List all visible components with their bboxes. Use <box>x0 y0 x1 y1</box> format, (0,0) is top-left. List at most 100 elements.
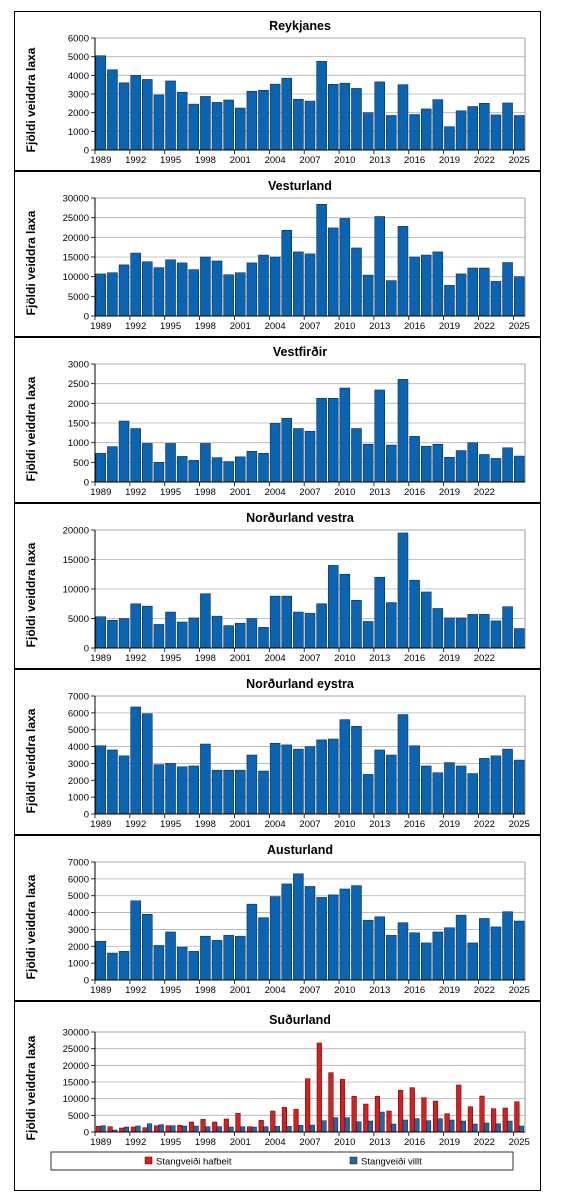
bar <box>479 918 490 981</box>
bar <box>293 611 304 649</box>
bar <box>397 532 409 649</box>
chart-vesturland: 0 5000 10000 15000 20000 25000 30000 1989 1992 19… <box>24 179 530 332</box>
bar <box>339 888 351 981</box>
bar <box>304 253 316 317</box>
chart-panel-vestfirdir: 0 500 1000 1500 2000 2500 3000 1989 1992 1995 1998… <box>14 337 541 503</box>
bar <box>118 264 130 317</box>
bar-stangveidi-hafbeit <box>223 1118 229 1133</box>
bar <box>130 900 141 981</box>
bar <box>200 593 211 649</box>
x-tick-label: 1992 <box>125 819 146 830</box>
y-tick-label: 5000 <box>68 614 89 625</box>
bar <box>142 605 153 649</box>
bar-stangveidi-hafbeit <box>95 1126 102 1133</box>
bar <box>409 745 420 815</box>
bar <box>258 254 269 317</box>
bar-stangveidi-villt <box>205 1126 211 1133</box>
bar <box>444 617 455 649</box>
y-tick-label: 15000 <box>63 1078 89 1089</box>
y-tick-label: 25000 <box>63 1044 89 1055</box>
bar <box>107 620 118 649</box>
chart-panel-nordurland-eystra: 0 1000 2000 3000 4000 5000 6000 7000 1989 1992 199… <box>14 669 541 835</box>
chart-title: Suðurland <box>269 1013 331 1027</box>
bar <box>467 942 478 981</box>
bar-stangveidi-hafbeit <box>409 1087 415 1133</box>
x-tick-label: 1989 <box>90 985 111 996</box>
y-axis-label: Fjöldi veiddra laxa <box>24 1035 38 1140</box>
bar <box>444 126 455 151</box>
y-tick-label: 5000 <box>68 52 89 63</box>
bar-stangveidi-hafbeit <box>212 1121 218 1133</box>
bar-stangveidi-villt <box>495 1123 501 1133</box>
bar <box>397 84 409 151</box>
x-tick-label: 2004 <box>265 1137 286 1148</box>
x-tick-label: 2016 <box>404 819 425 830</box>
bar <box>188 269 200 317</box>
x-tick-label: 2007 <box>299 985 320 996</box>
bar <box>304 612 316 649</box>
bar <box>211 940 223 981</box>
bar <box>281 230 293 317</box>
bar-stangveidi-hafbeit <box>386 1110 392 1133</box>
x-tick-label: 1998 <box>195 155 216 166</box>
bar <box>200 743 211 815</box>
bar <box>444 762 455 815</box>
x-tick-label: 2007 <box>299 653 320 664</box>
bar <box>386 280 397 317</box>
bar <box>502 748 513 815</box>
bar-stangveidi-villt <box>240 1126 246 1133</box>
bar <box>188 460 200 483</box>
y-tick-label: 6000 <box>68 874 89 885</box>
x-tick-label: 1995 <box>160 819 181 830</box>
x-tick-label: 2022 <box>474 653 495 664</box>
bar-stangveidi-villt <box>228 1126 234 1133</box>
bar <box>386 602 397 649</box>
bar <box>130 428 141 483</box>
bar <box>304 746 316 815</box>
bar <box>362 443 374 483</box>
bar <box>467 773 478 815</box>
bar <box>479 614 490 649</box>
bar-stangveidi-hafbeit <box>165 1125 171 1133</box>
x-tick-label: 2001 <box>230 1137 251 1148</box>
x-tick-label: 2010 <box>334 1137 355 1148</box>
y-tick-label: 0 <box>84 312 89 323</box>
bar <box>316 603 327 649</box>
bar <box>455 110 467 151</box>
x-tick-label: 1989 <box>90 321 111 332</box>
bar <box>513 759 525 815</box>
bar <box>235 272 246 317</box>
chart-panel-sudurland: 0 5000 10000 15000 20000 25000 30000 1989 1992 19… <box>14 1001 541 1191</box>
bar-stangveidi-hafbeit <box>281 1107 288 1133</box>
bar <box>165 259 176 317</box>
bar <box>281 744 293 815</box>
bar <box>235 935 246 981</box>
x-tick-label: 1995 <box>160 985 181 996</box>
x-tick-label: 2022 <box>474 487 495 498</box>
x-tick-label: 1995 <box>160 653 181 664</box>
y-tick-label: 0 <box>84 478 89 489</box>
bar <box>409 256 420 317</box>
chart-panel-austurland: 0 1000 2000 3000 4000 5000 6000 7000 1989 1992 199… <box>14 835 541 1001</box>
y-tick-label: 0 <box>84 976 89 987</box>
bar <box>107 749 118 815</box>
x-tick-label: 2019 <box>439 487 460 498</box>
bar <box>351 247 362 317</box>
bar-stangveidi-villt <box>356 1121 362 1133</box>
bar <box>211 457 223 483</box>
y-tick-label: 5000 <box>68 725 89 736</box>
x-tick-label: 2025 <box>509 819 530 830</box>
bar-stangveidi-villt <box>123 1126 129 1133</box>
bar <box>95 745 107 815</box>
bar <box>339 82 351 151</box>
x-tick-label: 2013 <box>369 985 390 996</box>
bar <box>153 945 165 981</box>
bar <box>258 453 269 483</box>
bar <box>130 75 141 151</box>
bar <box>432 931 444 981</box>
bar <box>397 226 409 317</box>
x-tick-label: 2013 <box>369 487 390 498</box>
chart-sudurland: 0 5000 10000 15000 20000 25000 30000 1989 1992 19… <box>24 1013 530 1171</box>
bar-stangveidi-villt <box>379 1111 385 1133</box>
bar-stangveidi-hafbeit <box>479 1095 485 1133</box>
